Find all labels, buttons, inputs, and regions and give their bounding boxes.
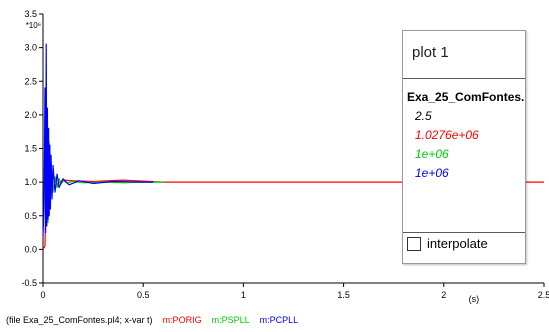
y-tick-label: 0.0 xyxy=(24,244,37,254)
legend-panel[interactable]: plot 1 Exa_25_ComFontes.pl4 2.5 1.0276e+… xyxy=(402,30,526,264)
y-axis-multiplier: *10⁶ xyxy=(26,21,41,30)
interpolate-checkbox[interactable] xyxy=(407,236,421,251)
y-tick-label: -0.5 xyxy=(21,278,37,288)
interpolate-option[interactable]: interpolate xyxy=(407,236,488,251)
y-tick-label: 3.5 xyxy=(24,9,37,19)
x-tick-label: 0 xyxy=(40,290,45,300)
legend-file-header: Exa_25_ComFontes.pl4 xyxy=(407,90,525,104)
x-tick-label: 1 xyxy=(241,290,246,300)
x-tick-label: 0.5 xyxy=(137,290,150,300)
footer-file-info: (file Exa_25_ComFontes.pl4; x-var t) xyxy=(6,315,153,325)
x-tick-label: 2 xyxy=(441,290,446,300)
interpolate-label: interpolate xyxy=(427,236,488,251)
y-tick-label: 1.5 xyxy=(24,144,37,154)
footer-bar: (file Exa_25_ComFontes.pl4; x-var t) m:P… xyxy=(6,312,298,328)
series-line-pcpll xyxy=(42,43,154,236)
legend-value-pcpll: 1e+06 xyxy=(415,166,449,180)
y-tick-label: 1.0 xyxy=(24,177,37,187)
x-tick-label: 1.5 xyxy=(337,290,350,300)
legend-value-porig: 1.0276e+06 xyxy=(415,128,479,142)
y-tick-label: 0.5 xyxy=(24,211,37,221)
legend-time-value: 2.5 xyxy=(415,109,432,123)
legend-title: plot 1 xyxy=(412,44,449,61)
footer-series-pspll[interactable]: m:PSPLL xyxy=(211,315,250,325)
footer-series-porig[interactable]: m:PORIG xyxy=(162,315,202,325)
footer-series-pcpll[interactable]: m:PCPLL xyxy=(259,315,299,325)
legend-value-pspll: 1e+06 xyxy=(415,147,449,161)
y-tick-label: 3.0 xyxy=(24,43,37,53)
y-tick-label: 2.0 xyxy=(24,110,37,120)
x-tick-label: 2.5 xyxy=(538,290,549,300)
legend-values-box: Exa_25_ComFontes.pl4 2.5 1.0276e+06 1e+0… xyxy=(403,78,525,233)
x-axis-unit: (s) xyxy=(469,294,480,304)
y-tick-label: 2.5 xyxy=(24,76,37,86)
